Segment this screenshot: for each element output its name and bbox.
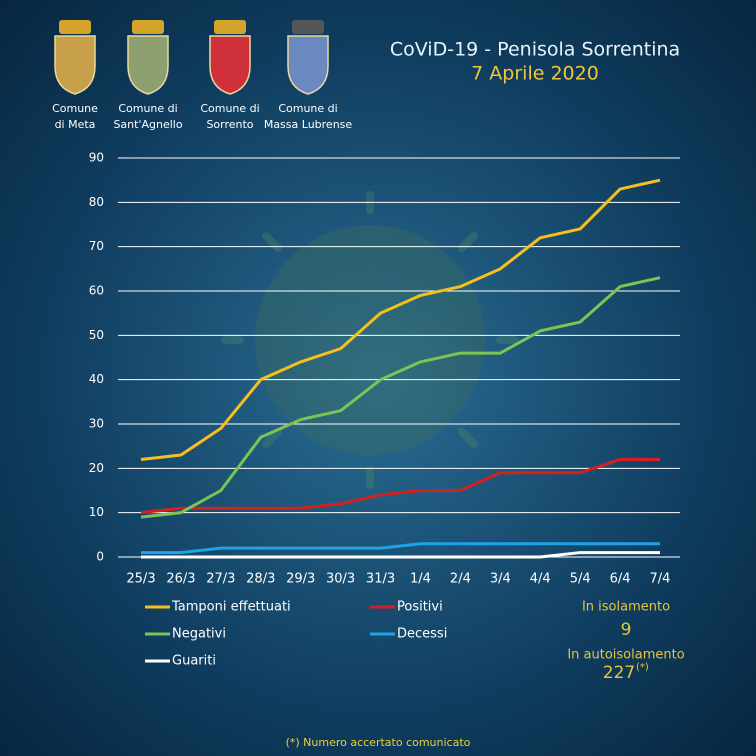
x-tick-label: 31/3 [366,572,395,587]
logo-caption: Comune [52,102,98,115]
chart-subtitle: 7 Aprile 2020 [471,63,599,85]
virus-illustration [221,191,519,489]
series-line [140,457,660,515]
shield [209,35,251,95]
legend-label: Positivi [397,600,443,615]
y-tick-label: 90 [89,151,104,165]
crown [214,20,246,34]
logos: Comune di Meta Comune di Sant'Agnello Comune… [52,20,352,131]
logo-caption: Comune di [118,102,177,115]
annotation-value: 227 [603,663,635,683]
y-tick-label: 20 [89,461,104,475]
crown [132,20,164,34]
x-tick-label: 7/4 [650,572,671,587]
annotation-value: 9 [621,620,632,640]
legend-label: Decessi [397,627,447,642]
logo-caption: Comune di [200,102,259,115]
y-tick-label: 50 [89,328,104,342]
logo-caption: Sant'Agnello [113,118,182,131]
x-tick-label: 2/4 [450,572,471,587]
crown [59,20,91,34]
legend-label: Guariti [172,654,216,669]
y-tick-label: 0 [96,550,104,564]
y-tick-label: 60 [89,284,104,298]
annotation-label: In autoisolamento [567,648,684,663]
shield [127,35,169,95]
y-tick-label: 70 [89,239,104,253]
x-tick-label: 5/4 [570,572,591,587]
crown [292,20,324,34]
y-tick-label: 30 [89,417,104,431]
y-tick-label: 80 [89,195,104,209]
series-line [141,542,660,555]
series-line [141,551,660,559]
x-tick-label: 28/3 [246,572,275,587]
x-tick-label: 27/3 [206,572,235,587]
logo-caption: Massa Lubrense [264,118,353,131]
shield [287,35,329,95]
x-tick-label: 29/3 [286,572,315,587]
logo-caption: Sorrento [206,118,253,131]
y-tick-label: 40 [89,372,104,386]
x-tick-label: 4/4 [530,572,551,587]
annotation-label: In isolamento [582,600,670,615]
legend-label: Negativi [172,627,226,642]
series-line [140,276,661,519]
y-tick-label: 10 [89,505,104,519]
x-tick-label: 1/4 [410,572,431,587]
logo-caption: Comune di [278,102,337,115]
annotation-note: (*) [636,662,649,673]
logo-caption: di Meta [55,118,96,131]
legend-label: Tamponi effettuati [171,600,291,615]
x-tick-label: 25/3 [126,572,155,587]
series-line [140,178,661,461]
x-tick-label: 26/3 [166,572,195,587]
shield [54,35,96,95]
footnote: (*) Numero accertato comunicato [286,736,471,749]
x-tick-label: 6/4 [610,572,631,587]
x-tick-label: 3/4 [490,572,511,587]
chart-title: CoViD-19 - Penisola Sorrentina [390,39,680,61]
x-tick-label: 30/3 [326,572,355,587]
